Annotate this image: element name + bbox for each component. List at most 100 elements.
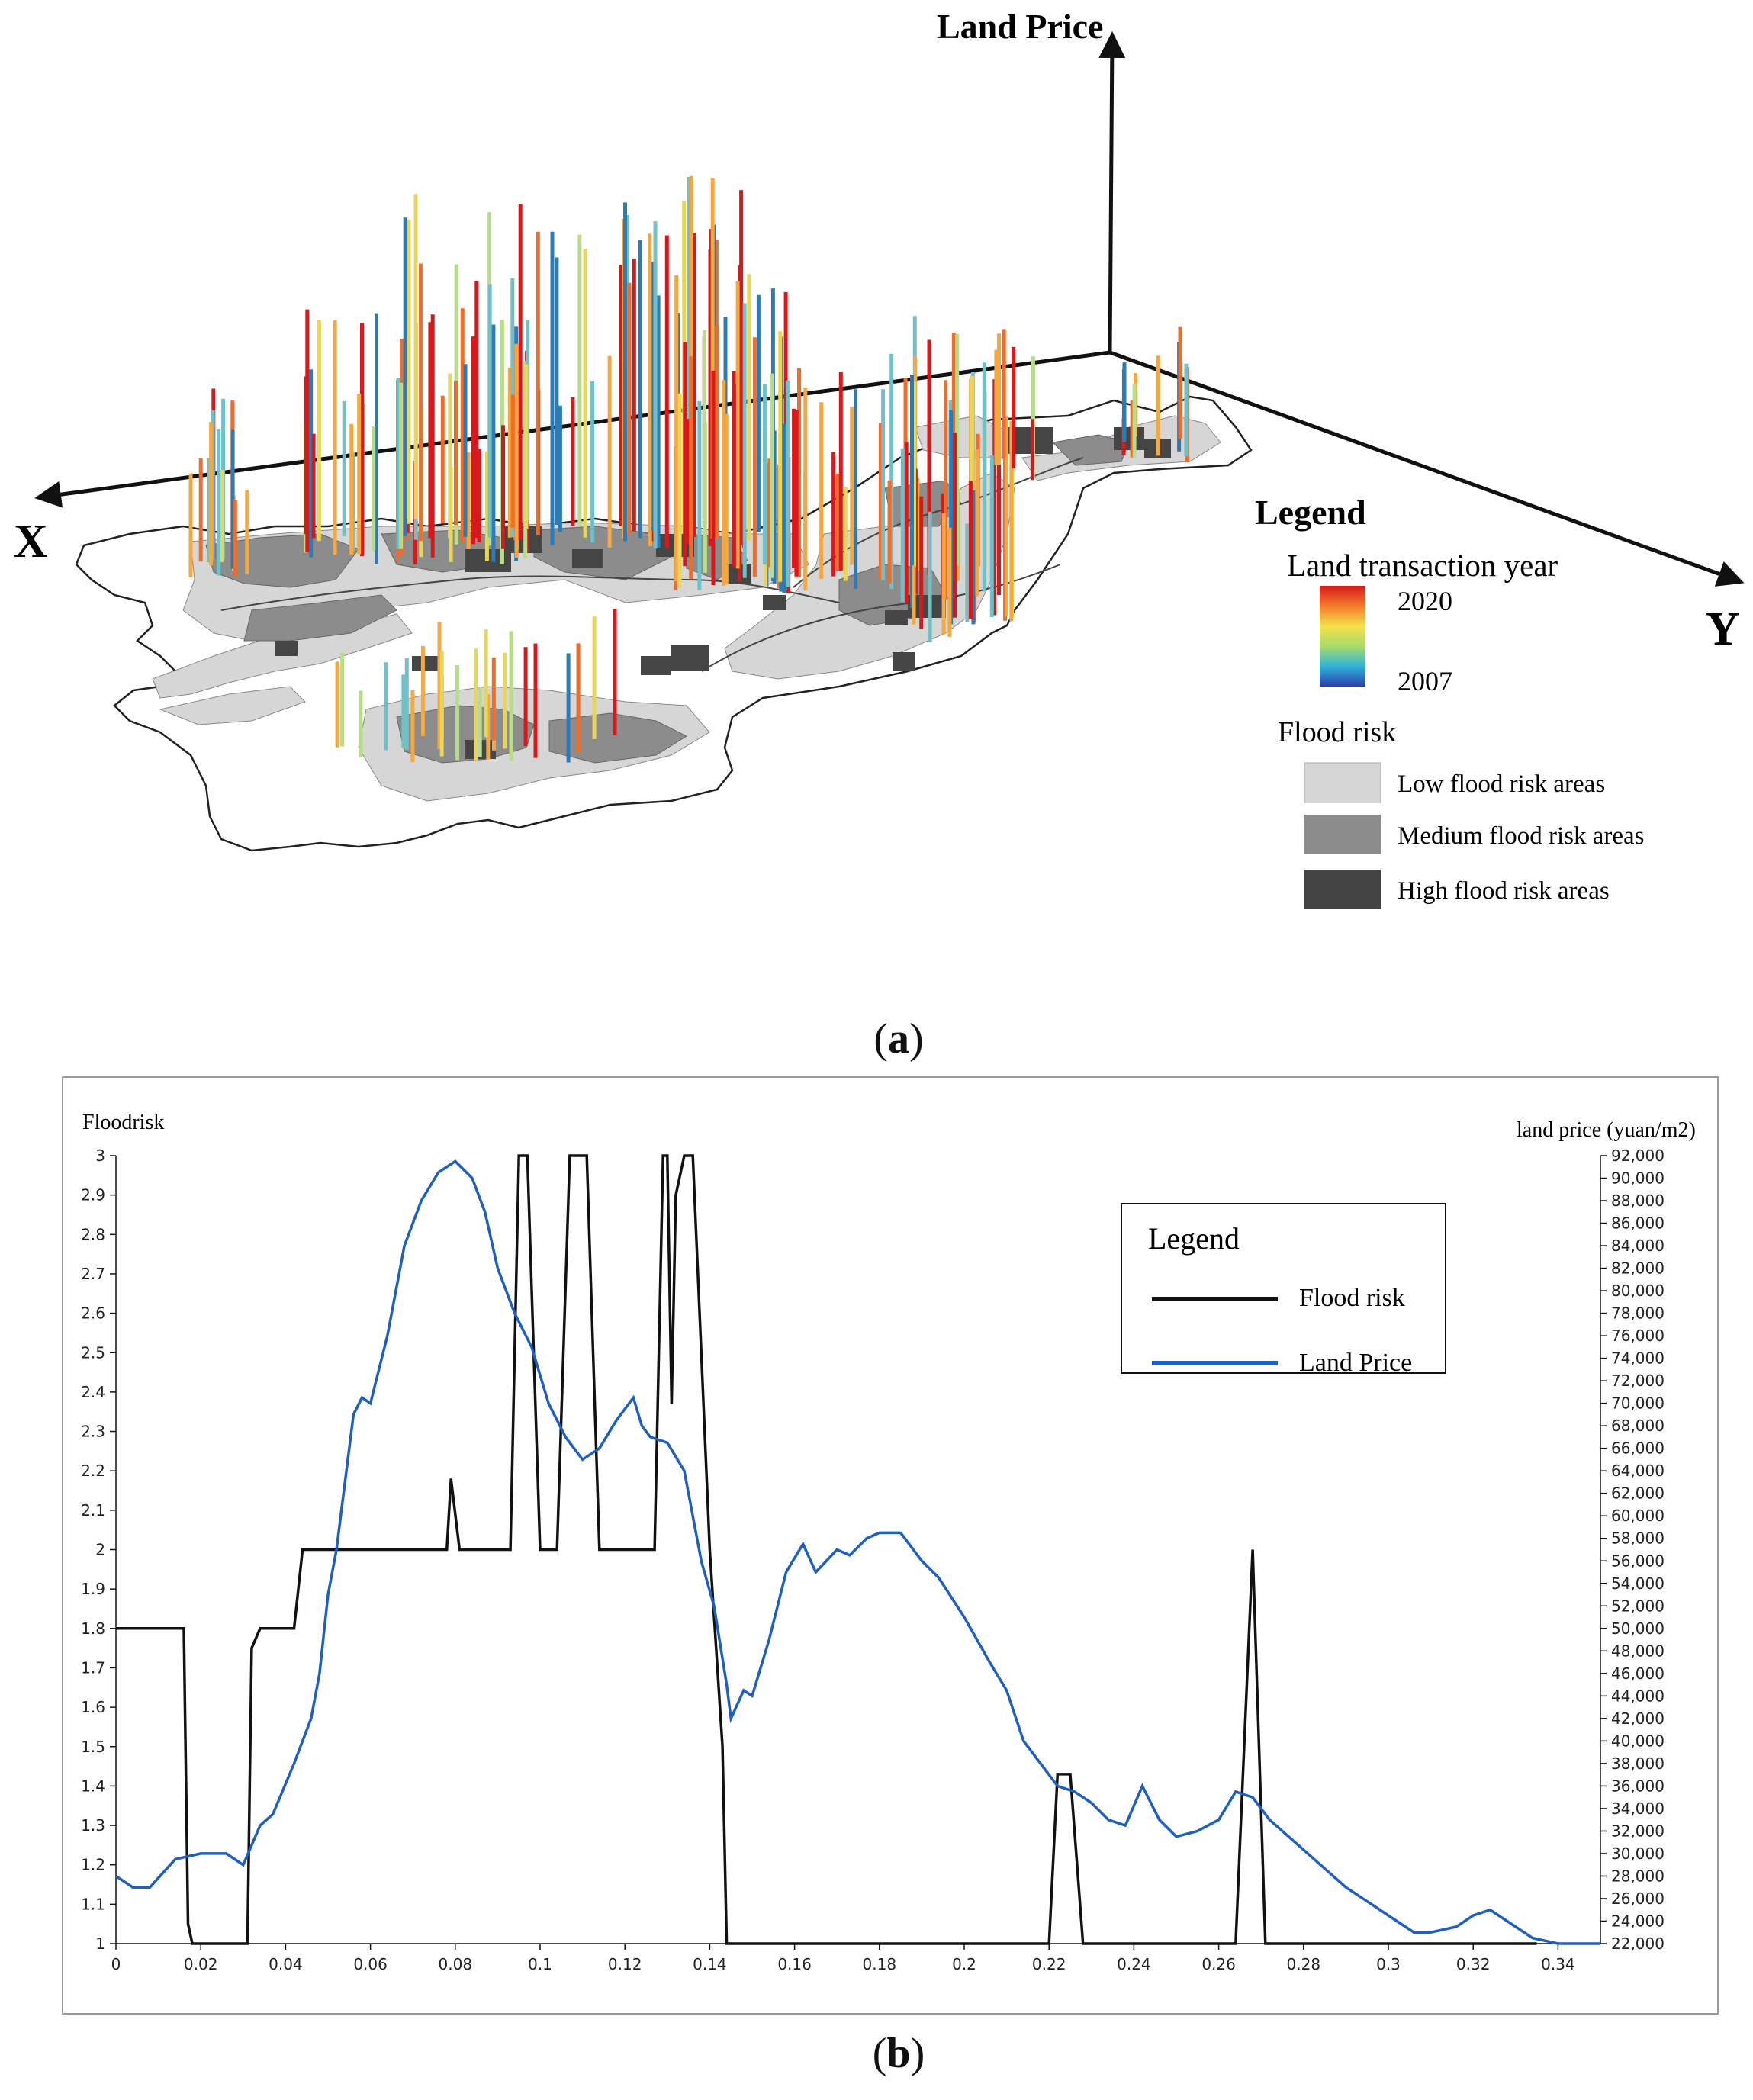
right-tick-label: 34,000 — [1611, 1799, 1665, 1818]
right-tick-label: 46,000 — [1611, 1664, 1665, 1683]
caption-a: (a) — [873, 1015, 924, 1063]
panel-a-legend: Legend Land transaction year 2020 2007 F… — [1255, 493, 1645, 909]
x-tick-label: 0.22 — [1032, 1955, 1066, 1973]
x-tick-label: 0.08 — [439, 1955, 473, 1973]
x-axis-ticks: 0 0.02 0.04 0.06 0.08 0.1 0.12 0.14 0.16 0.18 0.2 0… — [111, 1944, 1575, 1973]
right-tick-label: 76,000 — [1611, 1327, 1665, 1345]
left-axis-title: Floodrisk — [82, 1111, 164, 1134]
x-tick-label: 0.14 — [693, 1955, 727, 1973]
right-tick-label: 40,000 — [1611, 1732, 1665, 1750]
left-tick-label: 1.8 — [81, 1619, 105, 1638]
right-tick-label: 44,000 — [1611, 1687, 1665, 1705]
right-tick-label: 50,000 — [1611, 1619, 1665, 1638]
right-tick-label: 38,000 — [1611, 1754, 1665, 1773]
legend-b-title: Legend — [1148, 1221, 1240, 1256]
right-tick-label: 28,000 — [1611, 1867, 1665, 1885]
series-flood-risk-line — [116, 1154, 1537, 1945]
panel-a-map: X Y Land Price — [14, 7, 1745, 909]
legend-a-title: Legend — [1255, 493, 1366, 532]
legend-swatch-high — [1304, 870, 1381, 909]
legend-label-medium: Medium flood risk areas — [1398, 822, 1645, 850]
left-tick-label: 1.1 — [81, 1895, 105, 1913]
right-tick-label: 82,000 — [1611, 1259, 1665, 1278]
left-tick-label: 2.8 — [81, 1225, 105, 1243]
left-tick-label: 1.5 — [81, 1738, 105, 1756]
series-land-price-line — [115, 1159, 1600, 1945]
left-tick-label: 2 — [95, 1541, 105, 1559]
left-tick-label: 1 — [95, 1934, 105, 1953]
x-tick-label: 0.06 — [353, 1955, 388, 1973]
legend-flood-label: Flood risk — [1299, 1284, 1405, 1312]
right-tick-label: 86,000 — [1611, 1214, 1665, 1233]
legend-flood-title: Flood risk — [1278, 716, 1396, 748]
left-tick-label: 2.2 — [81, 1462, 105, 1480]
panel-b-legend: Legend Flood risk Land Price — [1121, 1203, 1446, 1377]
legend-label-high: High flood risk areas — [1398, 877, 1610, 905]
right-tick-label: 90,000 — [1611, 1169, 1665, 1188]
left-tick-label: 1.7 — [81, 1658, 105, 1677]
right-axis-title: land price (yuan/m2) — [1517, 1118, 1696, 1142]
left-tick-label: 2.7 — [81, 1265, 105, 1283]
right-tick-label: 60,000 — [1611, 1507, 1665, 1525]
x-tick-label: 0 — [111, 1955, 121, 1973]
right-tick-label: 74,000 — [1611, 1349, 1665, 1368]
x-tick-label: 0.04 — [269, 1955, 303, 1973]
x-tick-label: 0.28 — [1287, 1955, 1321, 1973]
right-tick-label: 58,000 — [1611, 1529, 1665, 1548]
right-tick-label: 66,000 — [1611, 1439, 1665, 1458]
right-tick-label: 26,000 — [1611, 1889, 1665, 1908]
left-tick-label: 2.1 — [81, 1501, 105, 1520]
z-axis-line — [1098, 31, 1126, 353]
legend-price-label: Land Price — [1299, 1349, 1412, 1377]
right-tick-label: 22,000 — [1611, 1934, 1665, 1953]
right-tick-label: 80,000 — [1611, 1282, 1665, 1300]
right-tick-label: 88,000 — [1611, 1192, 1665, 1210]
year-max-label: 2020 — [1398, 586, 1452, 616]
left-tick-label: 3 — [95, 1146, 105, 1165]
x-axis-label: X — [14, 516, 48, 568]
year-color-ramp — [1320, 586, 1365, 687]
left-tick-label: 2.9 — [81, 1186, 105, 1204]
right-tick-label: 32,000 — [1611, 1822, 1665, 1840]
legend-b-box — [1121, 1203, 1446, 1374]
right-tick-label: 54,000 — [1611, 1574, 1665, 1593]
x-tick-label: 0.2 — [952, 1955, 976, 1973]
legend-swatch-low — [1304, 762, 1381, 803]
left-tick-label: 1.6 — [81, 1698, 105, 1716]
left-tick-label: 1.2 — [81, 1856, 105, 1874]
right-tick-label: 30,000 — [1611, 1844, 1665, 1863]
right-tick-label: 72,000 — [1611, 1372, 1665, 1390]
legend-year-title: Land transaction year — [1287, 548, 1558, 583]
x-tick-label: 0.18 — [863, 1955, 897, 1973]
z-axis-label: Land Price — [937, 7, 1103, 46]
x-tick-label: 0.1 — [528, 1955, 552, 1973]
left-tick-label: 2.5 — [81, 1343, 105, 1362]
right-tick-label: 42,000 — [1611, 1709, 1665, 1728]
left-axis-ticks: 1 1.1 1.2 1.3 1.4 1.5 1.6 1.7 1.8 1.9 2 2.1 2.2 2.3 2.… — [81, 1146, 116, 1953]
right-tick-label: 78,000 — [1611, 1304, 1665, 1323]
x-tick-label: 0.26 — [1201, 1955, 1236, 1973]
right-tick-label: 64,000 — [1611, 1462, 1665, 1480]
right-tick-label: 62,000 — [1611, 1484, 1665, 1503]
x-tick-label: 0.32 — [1456, 1955, 1491, 1973]
right-tick-label: 70,000 — [1611, 1394, 1665, 1413]
x-tick-label: 0.24 — [1117, 1955, 1151, 1973]
x-tick-label: 0.16 — [777, 1955, 812, 1973]
x-tick-label: 0.02 — [184, 1955, 218, 1973]
legend-label-low: Low flood risk areas — [1398, 770, 1605, 798]
right-tick-label: 48,000 — [1611, 1642, 1665, 1660]
x-tick-label: 0.3 — [1376, 1955, 1401, 1973]
right-tick-label: 24,000 — [1611, 1912, 1665, 1930]
river-line — [220, 575, 840, 611]
chart-b-frame — [62, 1076, 1719, 2015]
year-min-label: 2007 — [1398, 666, 1452, 696]
caption-b: (b) — [872, 2030, 925, 2077]
right-tick-label: 52,000 — [1611, 1597, 1665, 1615]
y-axis-line — [1109, 350, 1745, 587]
left-tick-label: 2.3 — [81, 1423, 105, 1441]
left-tick-label: 2.6 — [81, 1304, 105, 1323]
left-tick-label: 1.3 — [81, 1816, 105, 1835]
right-tick-label: 92,000 — [1611, 1146, 1665, 1165]
legend-swatch-medium — [1304, 815, 1381, 854]
right-axis-ticks: 22,000 24,000 26,000 28,000 30,000 32,000 34,0… — [1600, 1146, 1665, 1953]
